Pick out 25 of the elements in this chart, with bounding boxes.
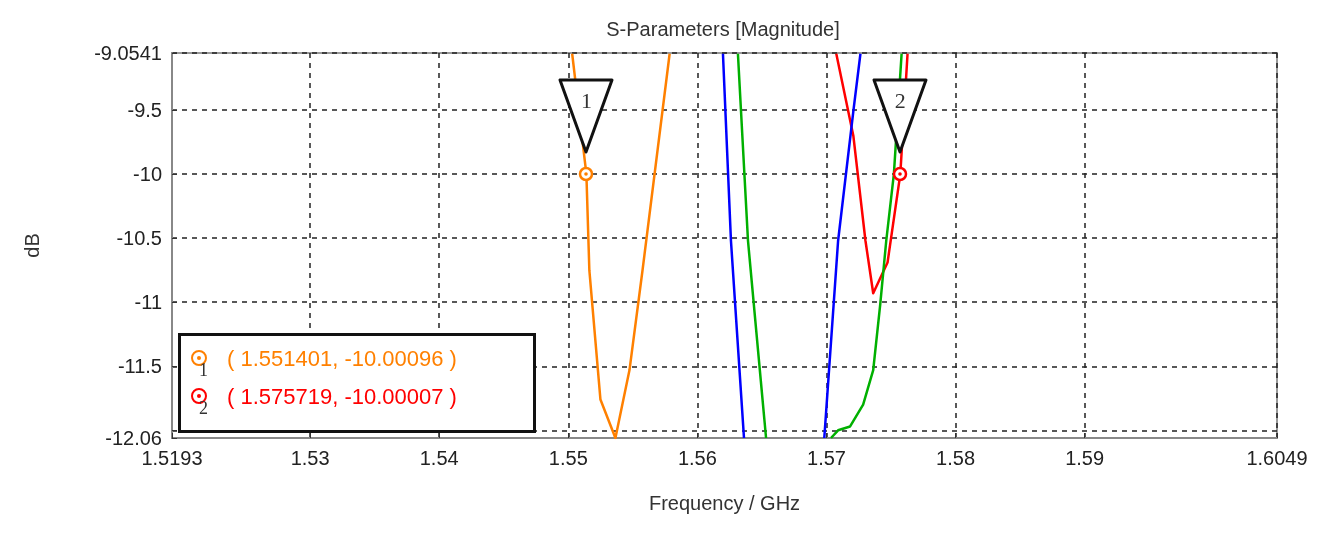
y-tick-label: -11 (134, 291, 162, 314)
y-tick-label: -9.0541 (94, 42, 162, 64)
x-tick-label: 1.54 (419, 447, 459, 469)
x-axis-title: Frequency / GHz (648, 492, 801, 514)
y-tick-label: -10 (133, 163, 162, 186)
x-tick-label: 1.6049 (1246, 447, 1308, 469)
line-series (570, 52, 671, 440)
x-tick-label: 1.55 (548, 447, 588, 469)
x-tick-label: 1.58 (936, 447, 976, 469)
readout-box: 1 ( 1.551401, -10.00096 ) 2 ( 1.575719, -10.00007 ) (178, 333, 536, 433)
chart-title: S-Parameters [Magnitude] (606, 18, 840, 40)
annotation: 1 (579, 88, 593, 115)
x-tick-label: 1.57 (807, 447, 846, 469)
y-tick-label: -10.5 (116, 227, 162, 250)
x-tick-label: 1.59 (1065, 447, 1105, 469)
x-tick-label: 1.5193 (141, 447, 203, 469)
annotation: 2 (893, 88, 907, 115)
y-tick-label: -12.06 (105, 427, 162, 449)
x-tick-label: 1.56 (677, 447, 717, 469)
y-axis-title: dB (21, 233, 43, 258)
x-tick-label: 1.53 (290, 447, 330, 469)
annotation: ( 1.551401, -10.00096 ) (227, 346, 457, 372)
y-tick-label: -11.5 (117, 355, 162, 378)
y-tick-label: -9.5 (127, 99, 162, 122)
annotation: ( 1.575719, -10.00007 ) (227, 384, 457, 410)
